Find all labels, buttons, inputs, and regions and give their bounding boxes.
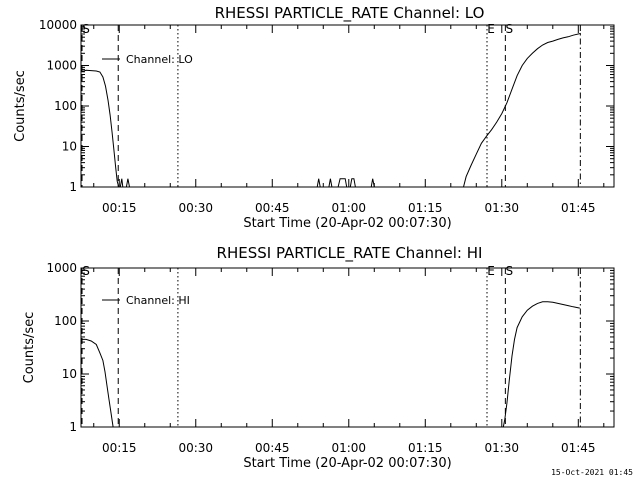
legend-label: Channel: LO [126,53,193,66]
x-tick-label: 00:15 [102,441,137,455]
series-line-segment [80,69,120,188]
series-line-segment [502,301,580,428]
x-tick-label: 00:45 [255,201,290,215]
time-marker-label: S [506,22,514,36]
time-marker-label: E [487,264,495,278]
series-line-segment [81,338,114,428]
bottom-panel-hi: RHESSI PARTICLE_RATE Channel: HI 00:15 00:… [22,244,615,471]
series-line-segment [125,178,130,188]
chart-title: RHESSI PARTICLE_RATE Channel: LO [215,4,485,23]
x-tick-label: 01:45 [561,441,596,455]
chart-title: RHESSI PARTICLE_RATE Channel: HI [217,244,483,263]
x-tick-label: 01:15 [408,201,443,215]
time-marker-label: S [82,22,90,36]
y-tick-label: 100 [54,314,77,328]
y-tick-label: 1 [69,420,77,434]
x-tick-label: 01:30 [484,201,519,215]
y-tick-label: 100 [54,99,77,113]
x-tick-label: 00:15 [102,201,137,215]
y-tick-label: 1 [69,180,77,194]
generation-timestamp: 15-Oct-2021 01:45 [551,468,633,477]
series-line-segment [316,178,321,188]
y-tick-label: 1000 [46,261,77,275]
legend-label: Channel: HI [126,294,190,307]
time-marker-label: E [487,22,495,36]
x-axis-label: Start Time (20-Apr-02 00:07:30) [243,216,451,231]
x-tick-label: 00:45 [255,441,290,455]
y-axis-label: Counts/sec [22,312,37,384]
y-tick-label: 1000 [46,59,77,73]
y-tick-label: 10 [62,367,77,381]
x-tick-label: 01:00 [331,201,366,215]
x-tick-label: 01:00 [331,441,366,455]
series-line-segment [119,178,124,188]
x-tick-label: 01:30 [484,441,519,455]
series-line-segment [349,178,356,188]
x-tick-label: 01:45 [561,201,596,215]
series-line-segment [463,32,581,188]
plot-frame [80,24,615,188]
series-line-segment [328,178,333,188]
time-marker-label: S [506,264,514,278]
x-axis-label: Start Time (20-Apr-02 00:07:30) [243,456,451,471]
y-tick-label: 10 [62,140,77,154]
series-line-segment [337,178,348,188]
plot-frame [80,267,615,428]
series-line-segment [370,178,375,188]
x-tick-label: 00:30 [178,441,213,455]
y-axis-label: Counts/sec [13,70,28,142]
y-tick-label: 10000 [39,18,77,32]
x-tick-label: 00:30 [178,201,213,215]
x-tick-label: 01:15 [408,441,443,455]
top-panel-lo: RHESSI PARTICLE_RATE Channel: LO 00:15 00:… [13,4,615,231]
time-marker-label: S [82,264,90,278]
